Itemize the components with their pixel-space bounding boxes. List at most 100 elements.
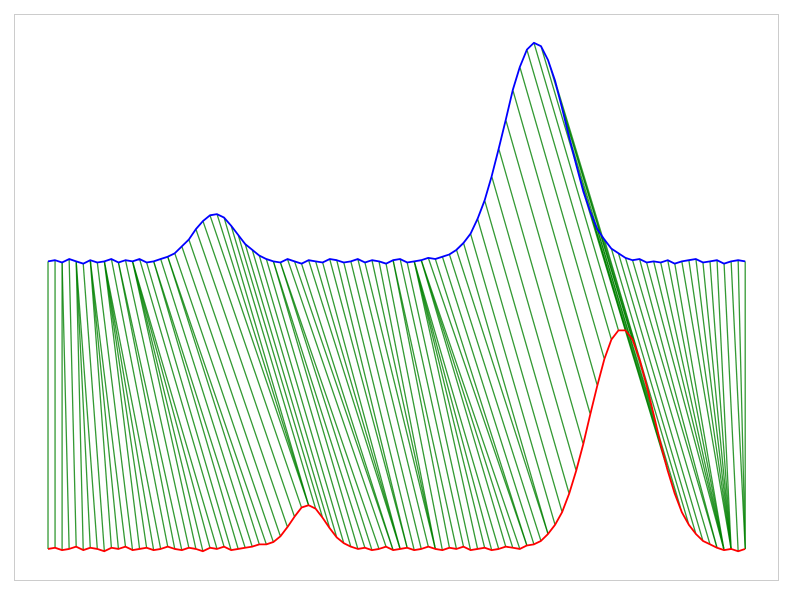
- alignment-link: [385, 263, 444, 551]
- alignment-link: [272, 261, 366, 548]
- alignment-link: [420, 259, 514, 548]
- alignment-link: [96, 262, 134, 551]
- alignment-link: [307, 259, 401, 550]
- alignment-link: [512, 89, 598, 386]
- alignment-link: [716, 260, 732, 549]
- alignment-link: [462, 242, 549, 535]
- alignment-link: [75, 261, 91, 548]
- alignment-link: [167, 256, 267, 545]
- series-line: [47, 41, 746, 265]
- alignment-link: [188, 239, 289, 528]
- alignment-link: [617, 253, 704, 542]
- alignment-link: [709, 261, 732, 549]
- alignment-link: [195, 228, 296, 517]
- alignment-link: [251, 249, 338, 538]
- alignment-link: [272, 261, 359, 550]
- alignment-link: [519, 66, 605, 360]
- alignment-link: [293, 261, 394, 551]
- alignment-link: [237, 234, 324, 519]
- alignment-link: [153, 261, 239, 550]
- alignment-link: [413, 261, 500, 550]
- alignment-link: [279, 262, 373, 551]
- alignment-link: [75, 261, 98, 549]
- alignment-link: [638, 258, 718, 548]
- alignment-link: [660, 262, 725, 551]
- alignment-link: [688, 260, 732, 550]
- alignment-link: [89, 260, 127, 547]
- alignment-link: [695, 258, 732, 550]
- alignment-link: [89, 260, 113, 548]
- alignment-link: [103, 261, 155, 551]
- frame: [14, 14, 779, 581]
- alignment-link: [230, 225, 317, 509]
- alignment-link: [75, 261, 84, 551]
- alignment-link: [533, 42, 620, 331]
- alignment-link: [300, 263, 394, 551]
- alignment-link: [258, 255, 345, 544]
- alignment-link: [420, 259, 521, 550]
- alignment-link: [624, 257, 711, 545]
- alignment-link: [730, 261, 746, 549]
- alignment-link: [131, 261, 218, 550]
- alignment-link: [89, 260, 120, 550]
- alignment-link: [455, 249, 549, 535]
- alignment-link: [160, 258, 253, 547]
- alignment-link: [223, 217, 310, 506]
- alignment-link: [322, 262, 401, 550]
- alignment-link: [420, 260, 507, 547]
- alignment-link: [427, 257, 528, 546]
- alignment-links: [47, 42, 746, 552]
- alignment-link: [343, 262, 415, 551]
- alignment-link: [131, 261, 211, 548]
- alignment-link: [138, 258, 225, 547]
- alignment-link: [667, 260, 725, 551]
- alignment-link: [131, 261, 197, 550]
- alignment-link: [110, 258, 169, 547]
- alignment-link: [491, 176, 577, 471]
- alignment-link: [526, 49, 613, 340]
- alignment-link: [329, 258, 408, 548]
- alignment-link: [279, 262, 380, 550]
- alignment-link: [484, 200, 570, 494]
- alignment-link: [610, 248, 697, 535]
- alignment-link: [469, 233, 556, 525]
- alignment-link: [103, 261, 141, 550]
- alignment-link: [244, 243, 331, 529]
- alignment-link: [167, 256, 260, 545]
- alignment-link: [124, 260, 190, 548]
- alignment-link: [350, 261, 422, 550]
- alignment-link: [505, 119, 591, 415]
- alignment-link: [371, 260, 436, 550]
- alignment-link: [476, 218, 563, 513]
- alignment-link: [131, 261, 204, 552]
- alignment-link: [103, 261, 162, 550]
- series-line: [47, 329, 746, 553]
- alignment-link: [596, 228, 683, 513]
- alignment-link: [702, 262, 732, 550]
- alignment-link: [645, 262, 725, 551]
- alignment-link: [357, 258, 429, 547]
- alignment-link: [406, 262, 472, 551]
- series-lines: [47, 41, 746, 553]
- alignment-link: [448, 254, 542, 542]
- alignment-link: [209, 215, 310, 506]
- alignment-link: [674, 263, 725, 551]
- alignment-link: [117, 262, 183, 551]
- alignment-link: [153, 261, 246, 548]
- alignment-link: [631, 260, 718, 548]
- alignment-link: [723, 263, 739, 552]
- alignment-link: [68, 259, 77, 547]
- alignment-link: [117, 262, 176, 550]
- alignment-link: [265, 258, 352, 547]
- alignment-link: [681, 261, 732, 550]
- alignment-link: [498, 148, 584, 445]
- alignment-link: [286, 258, 387, 547]
- alignment-link: [737, 260, 746, 549]
- alignment-link: [434, 258, 528, 546]
- alignment-link: [314, 261, 401, 550]
- alignment-link: [413, 261, 479, 550]
- alignment-link: [174, 253, 274, 543]
- alignment-link: [378, 261, 436, 550]
